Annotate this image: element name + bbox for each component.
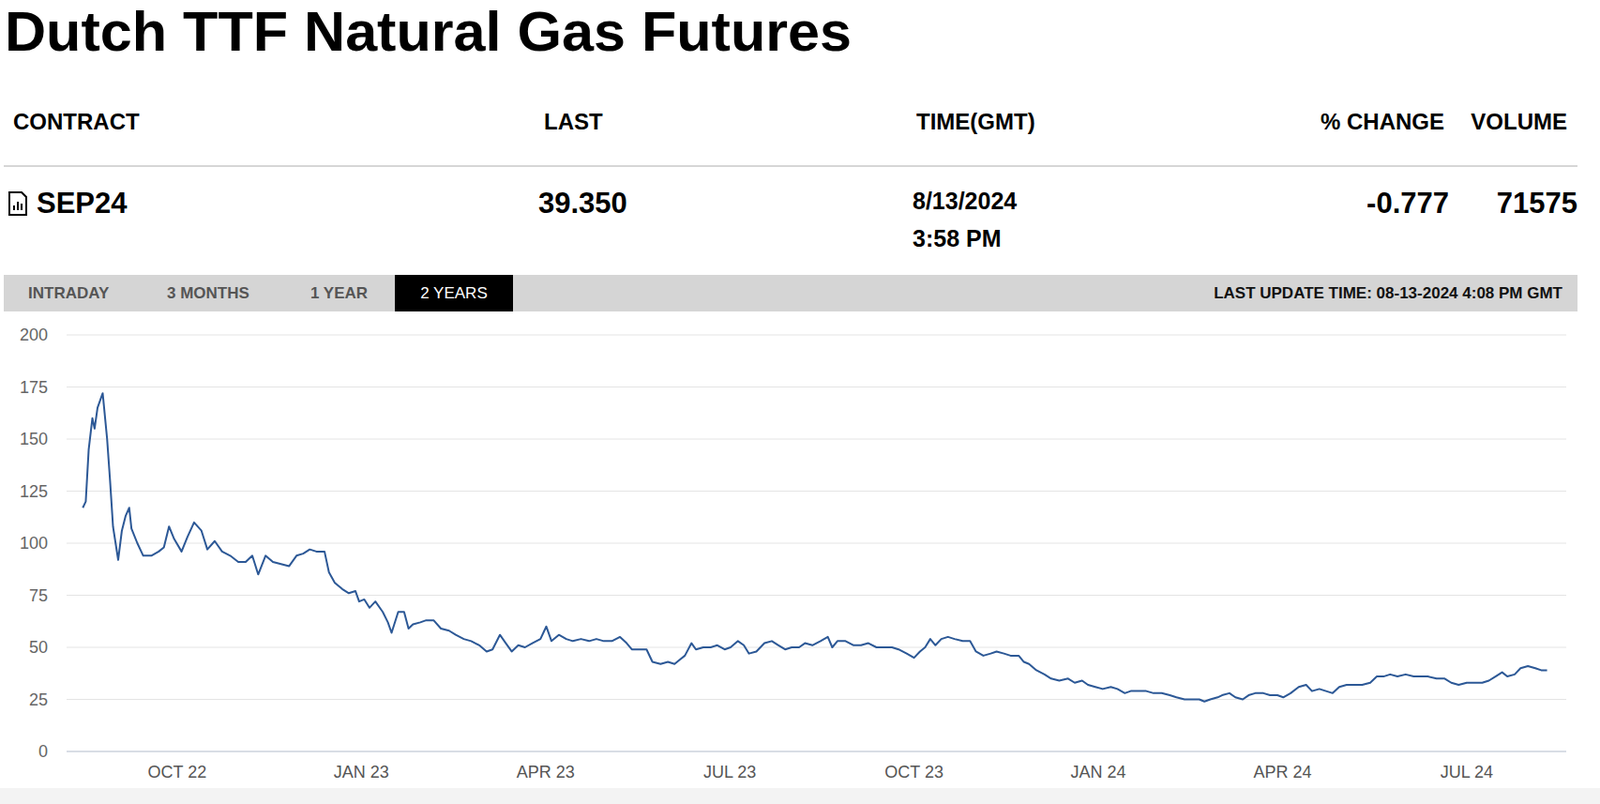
last-update: LAST UPDATE TIME: 08-13-2024 4:08 PM GMT [1213,284,1563,302]
y-tick-label: 175 [19,377,48,397]
tab-bar [3,274,1578,312]
icon-bar [13,205,16,211]
y-tick-label: 125 [19,482,48,501]
tab-label[interactable]: 1 YEAR [310,284,368,302]
grid-line [66,594,1567,596]
tab-label[interactable]: INTRADAY [28,284,110,302]
column-header: TIME(GMT) [916,108,1036,135]
x-tick-label: JUL 23 [703,762,756,782]
cell-text: 3:58 PM [912,225,1001,252]
grid-line [66,698,1567,700]
tab[interactable]: INTRADAY [28,284,110,302]
icon-outline [9,192,27,215]
tab-label[interactable]: 2 YEARS [420,284,488,302]
y-tick-label: 25 [29,690,48,710]
x-tick-label: JAN 24 [1071,762,1127,782]
grid-line [66,751,1567,753]
x-tick-label: JAN 23 [333,762,390,782]
cell-text: 8/13/2024 [912,187,1017,214]
contract-icon [9,192,27,215]
cell-text: 39.350 [538,186,628,220]
tab-selected-bg [394,274,514,312]
x-tick-label: JUL 24 [1440,762,1494,782]
icon-bar [16,201,19,211]
column-header: LAST [543,108,604,135]
x-tick-label: APR 24 [1252,762,1312,782]
y-tick-label: 75 [29,586,48,605]
tab[interactable]: 2 YEARS [394,274,514,312]
grid-line [66,438,1567,440]
footer-strip [0,787,1600,804]
y-tick-label: 200 [19,325,48,345]
icon-bar [20,203,23,211]
grid-line [66,386,1567,388]
background [0,0,1600,804]
y-tick-label: 100 [19,533,48,553]
column-header: % CHANGE [1320,108,1445,135]
x-tick-label: APR 23 [516,762,575,782]
header-divider [3,165,1578,167]
grid-line [66,647,1567,649]
y-tick-label: 0 [38,741,48,761]
column-header: VOLUME [1470,108,1568,135]
cell-text: -0.777 [1366,186,1450,220]
tab[interactable]: 1 YEAR [310,284,368,302]
tab-label[interactable]: 3 MONTHS [166,284,250,302]
grid-line [66,490,1567,492]
grid-line [66,543,1567,544]
price-line [82,392,1547,702]
y-tick-label: 50 [29,637,48,657]
grid-line [66,334,1567,336]
page: Dutch TTF Natural Gas Futures CONTRACT LAS… [0,0,1600,804]
contract-link[interactable]: SEP24 [36,186,128,220]
title: Dutch TTF Natural Gas Futures [4,0,852,63]
x-tick-label: OCT 22 [148,762,208,782]
cell-text: 71575 [1496,186,1578,220]
y-tick-label: 150 [19,429,48,449]
x-tick-label: OCT 23 [884,762,944,782]
x-axis [66,750,1567,753]
tab[interactable]: 3 MONTHS [166,284,250,302]
plot-area [82,392,1547,702]
column-header: CONTRACT [13,108,140,135]
